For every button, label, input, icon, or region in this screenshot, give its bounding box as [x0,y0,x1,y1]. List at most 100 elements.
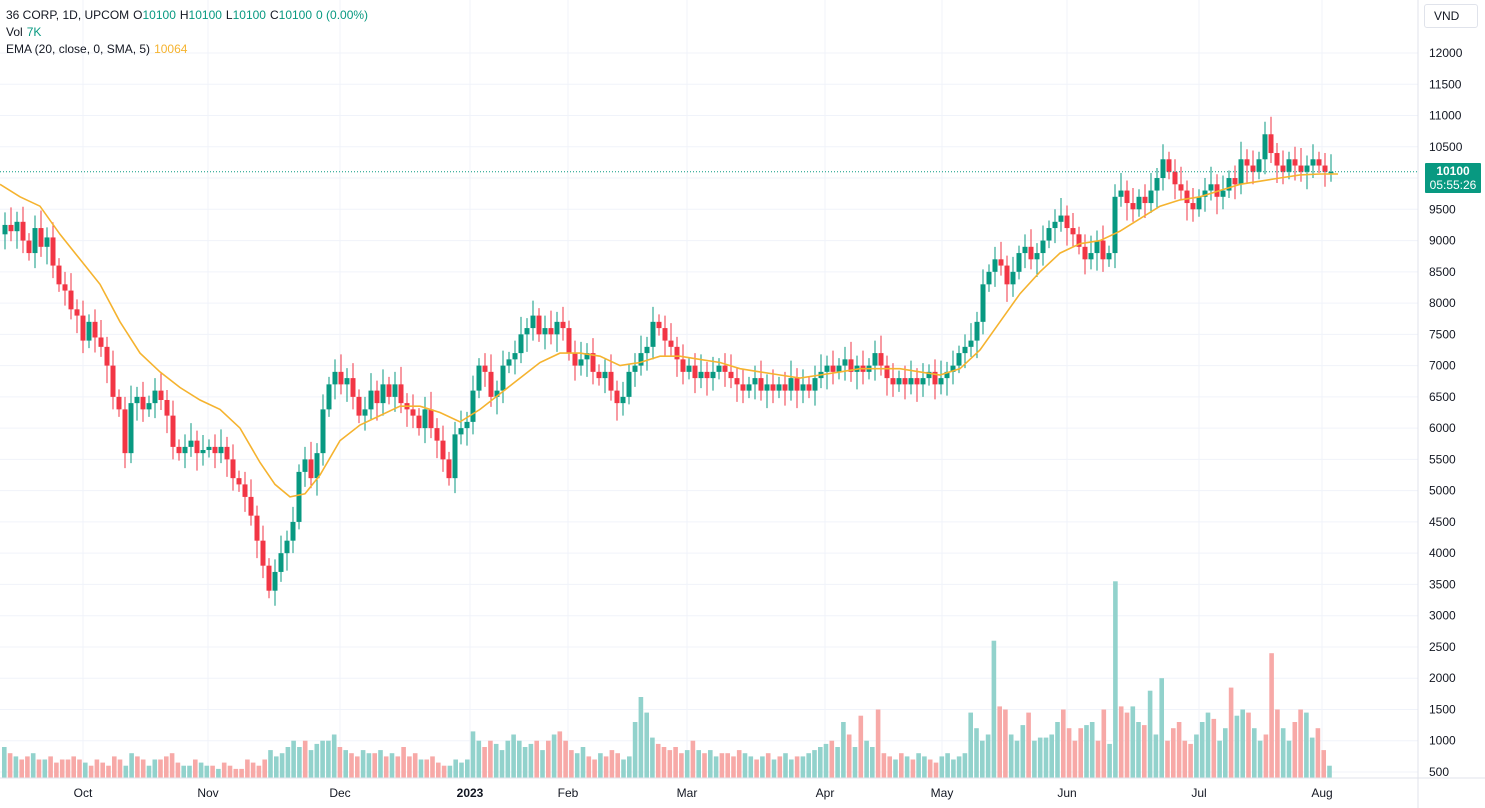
candle-body [506,359,512,366]
volume-bar [25,756,30,778]
volume-bar [401,747,406,778]
candle-body [1148,190,1154,204]
volume-bar [812,750,817,778]
volume-bar [974,728,979,778]
candle-body [1118,190,1124,197]
volume-bar [748,756,754,778]
volume-bar [112,756,117,778]
volume-bar [684,750,690,778]
time-tick-label: Apr [816,786,835,800]
candle-body [1208,184,1214,191]
candle-body [470,390,476,422]
candle-body [200,450,206,454]
price-tick-label: 1000 [1429,734,1456,748]
price-axis[interactable]: 500 1000 1500 2000 2500 3000 3500 4000 4500 5000 5… [1417,0,1463,808]
legend-ema-row[interactable]: EMA (20, close, 0, SMA, 5) 10064 [6,41,372,58]
candle-body [902,378,908,385]
volume-bar [1298,709,1303,778]
volume-bar [395,756,401,778]
candle-body [380,384,386,404]
change-value: 0 (0.00%) [316,8,369,22]
ema-line [0,173,1338,498]
time-tick-label: 2023 [457,786,484,800]
symbol-title[interactable]: 36 CORP, 1D, UPCOM [6,8,130,22]
candle-body [146,403,152,410]
candle-body [254,515,260,541]
volume-bar [488,740,493,778]
candle-body [1172,171,1178,185]
candle-body [356,396,362,416]
candle-body [236,478,242,485]
volume-bar [308,750,314,778]
currency-button[interactable]: VND [1424,4,1478,28]
volume-bar [580,747,586,778]
time-axis[interactable]: Oct Nov Dec 2023 Feb Mar Apr May Jun Jul Aug [0,777,1485,800]
volume-bar [1252,728,1257,778]
candle-body [1100,240,1106,260]
volume-bar [609,750,615,778]
legend-volume-row[interactable]: Vol 7K [6,24,372,41]
volume-bar [106,765,111,778]
candle-body [1190,203,1196,210]
volume-bar [1113,581,1118,778]
volume-bar [1217,740,1222,778]
volume-bar [806,753,811,778]
candle-body [206,446,212,451]
candle-body [512,353,518,360]
time-tick-label: Dec [329,786,350,800]
candle-body [1184,190,1190,204]
volume-bar [19,759,24,778]
volume-bar [1246,712,1251,778]
candle-body [986,271,992,285]
candle-body [296,471,302,522]
candle-body [494,390,500,397]
volume-bar [482,747,487,778]
volume-bar [655,743,661,778]
volume-bar [1205,712,1211,778]
candle-body [1046,228,1052,241]
volume-bar [250,762,256,778]
candle-body [1082,246,1088,260]
candle-body [1286,159,1292,172]
grid-lines [0,0,1418,778]
candle-body [410,409,416,416]
candle-body [284,540,290,554]
candle-body [230,459,236,479]
candle-body [800,384,806,391]
volume-bar [337,747,343,778]
candle-body [638,353,644,366]
candle-body [830,365,836,372]
volume-bar [505,740,511,778]
time-tick-label: May [931,786,954,800]
volume-bar [349,753,354,778]
candle-body [722,365,728,372]
candle-body [446,459,452,479]
volume-bar [557,731,563,778]
volume-bar [870,747,875,778]
volume-bar [875,709,881,778]
candle-body [530,315,536,329]
volume-bar [48,756,53,778]
candles [2,116,1334,606]
candle-body [1130,203,1136,210]
candle-body [242,484,248,497]
volume-bar [59,759,65,778]
legend-ohlc-row[interactable]: 36 CORP, 1D, UPCOM O10100 H10100 L10100 C101… [6,7,372,24]
candle-body [710,371,716,379]
volume-bar [771,759,777,778]
candle-body [1028,246,1034,260]
volume-bar [274,756,279,778]
volume-bar [945,753,950,778]
candle-body [476,365,482,391]
volume-bar [175,762,181,778]
candle-body [260,540,266,566]
high-label: H [179,8,189,22]
volume-bar [285,747,291,778]
volume-bar [268,750,273,778]
candle-body [80,315,86,341]
candle-body [194,440,200,454]
volume-bar [65,759,71,778]
candle-body [836,365,842,372]
